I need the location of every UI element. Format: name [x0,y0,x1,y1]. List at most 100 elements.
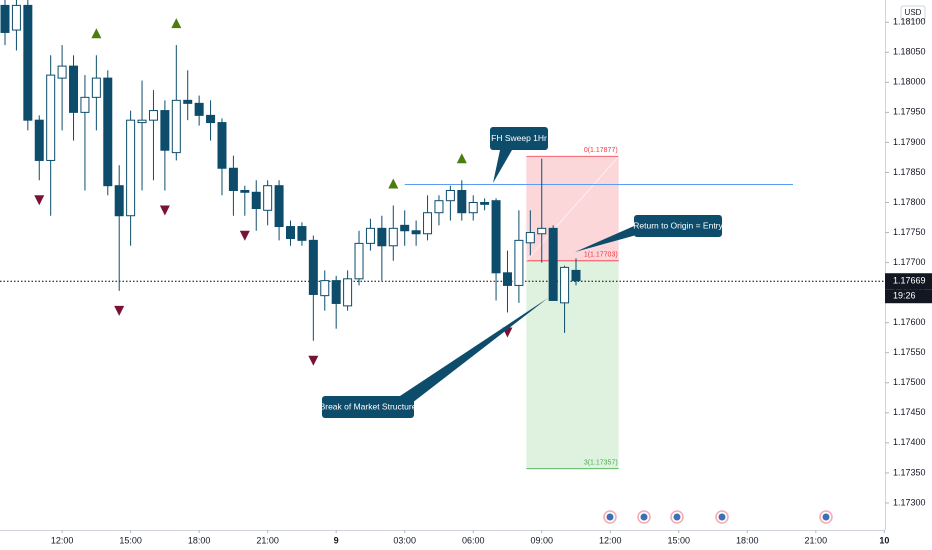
callout-box [490,127,548,150]
candle-body [423,212,433,235]
target-label: 3(1.17357) [584,460,618,467]
down-marker [239,230,250,241]
candle-body [331,280,341,304]
candle-body [103,77,113,187]
x-tick-label: 03:00 [393,535,416,545]
y-tick-label: 1.17350 [893,467,926,477]
candle-body [228,167,238,191]
x-tick-label: 9 [334,535,339,545]
candle-body [80,96,90,113]
callout-text: Break of Market Structure [320,401,417,411]
countdown-box [885,289,932,304]
y-tick-label: 1.17550 [893,347,926,357]
down-marker [114,305,125,316]
y-tick-label: 1.17450 [893,407,926,417]
event-icon-inner [640,513,648,521]
y-tick-label: 1.18100 [893,17,926,27]
candle-body [69,65,79,113]
y-tick-label: 1.17950 [893,107,926,117]
target-zone [526,260,619,469]
event-icon-inner [673,513,681,521]
callout-pointer [400,298,548,403]
up-marker [388,178,399,189]
callout-text: FH Sweep 1Hr [491,133,547,143]
down-marker [34,195,45,206]
y-tick-label: 1.17400 [893,437,926,447]
candle-body [57,65,67,79]
candle-body [160,110,170,151]
x-tick-label: 15:00 [668,535,691,545]
candle-body [171,99,181,154]
y-tick-label: 1.17500 [893,377,926,387]
down-marker [308,355,319,366]
candle-body [411,230,421,235]
candle-body [286,226,295,240]
y-tick-label: 1.17900 [893,137,926,147]
currency: USD [905,8,922,17]
candle-body [194,102,204,116]
x-tick-label: 10 [879,535,889,545]
candle-body [137,119,147,124]
y-tick-label: 1.17800 [893,197,926,207]
candle-body [457,189,467,214]
candle-body [114,185,124,217]
entry-label: 1(1.17703) [584,252,618,259]
candle-body [354,242,364,280]
y-tick-label: 1.17750 [893,227,926,237]
x-tick-label: 21:00 [256,535,279,545]
x-tick-label: 15:00 [119,535,142,545]
candle-body [468,202,478,214]
candle-body [514,239,524,286]
currency-box[interactable] [900,5,926,21]
candle-body [0,4,10,33]
candle-body [91,77,101,98]
candle-body [480,202,490,205]
candle-body [548,227,558,301]
last-price-label: 1.17669 [893,276,926,286]
candle-body [445,189,455,202]
up-marker [456,153,467,164]
candle-body [148,110,158,121]
candle-body [46,74,56,161]
y-tick-label: 1.18050 [893,47,926,57]
up-marker [171,18,182,29]
x-tick-label: 21:00 [805,535,828,545]
down-marker [159,205,170,216]
candle-body [525,232,535,244]
last-price-box [885,273,932,290]
callout-box [322,396,414,418]
event-icon-inner [718,513,726,521]
candle-body [274,185,284,228]
candle-body [308,239,318,295]
callout-pointer [493,150,512,183]
x-tick-label: 09:00 [530,535,553,545]
callout-box [634,215,722,237]
x-tick-label: 18:00 [188,535,211,545]
y-tick-label: 1.17600 [893,317,926,327]
x-tick-label: 12:00 [51,535,74,545]
countdown: 19:26 [893,291,916,301]
candle-body [571,269,581,282]
candle-body [11,4,21,31]
stop-label: 0(1.17877) [584,147,618,154]
event-icon-inner [606,513,614,521]
up-marker [91,28,102,39]
candle-body [297,226,307,241]
y-tick-label: 1.17850 [893,167,926,177]
y-tick-label: 1.17300 [893,497,926,507]
x-tick-label: 18:00 [736,535,759,545]
y-tick-label: 1.18000 [893,77,926,87]
candle-body [400,224,410,232]
candle-body [365,227,375,244]
candle-body [502,272,512,286]
candle-body [263,185,273,211]
candle-body [537,227,547,235]
candle-body [240,189,250,193]
y-tick-label: 1.17700 [893,257,926,267]
candle-body [217,122,227,169]
event-icon-inner [822,513,830,521]
candle-body [377,227,387,247]
x-tick-label: 12:00 [599,535,622,545]
callout-text: Return to Origin = Entry [633,220,723,230]
candle-body [388,227,398,247]
